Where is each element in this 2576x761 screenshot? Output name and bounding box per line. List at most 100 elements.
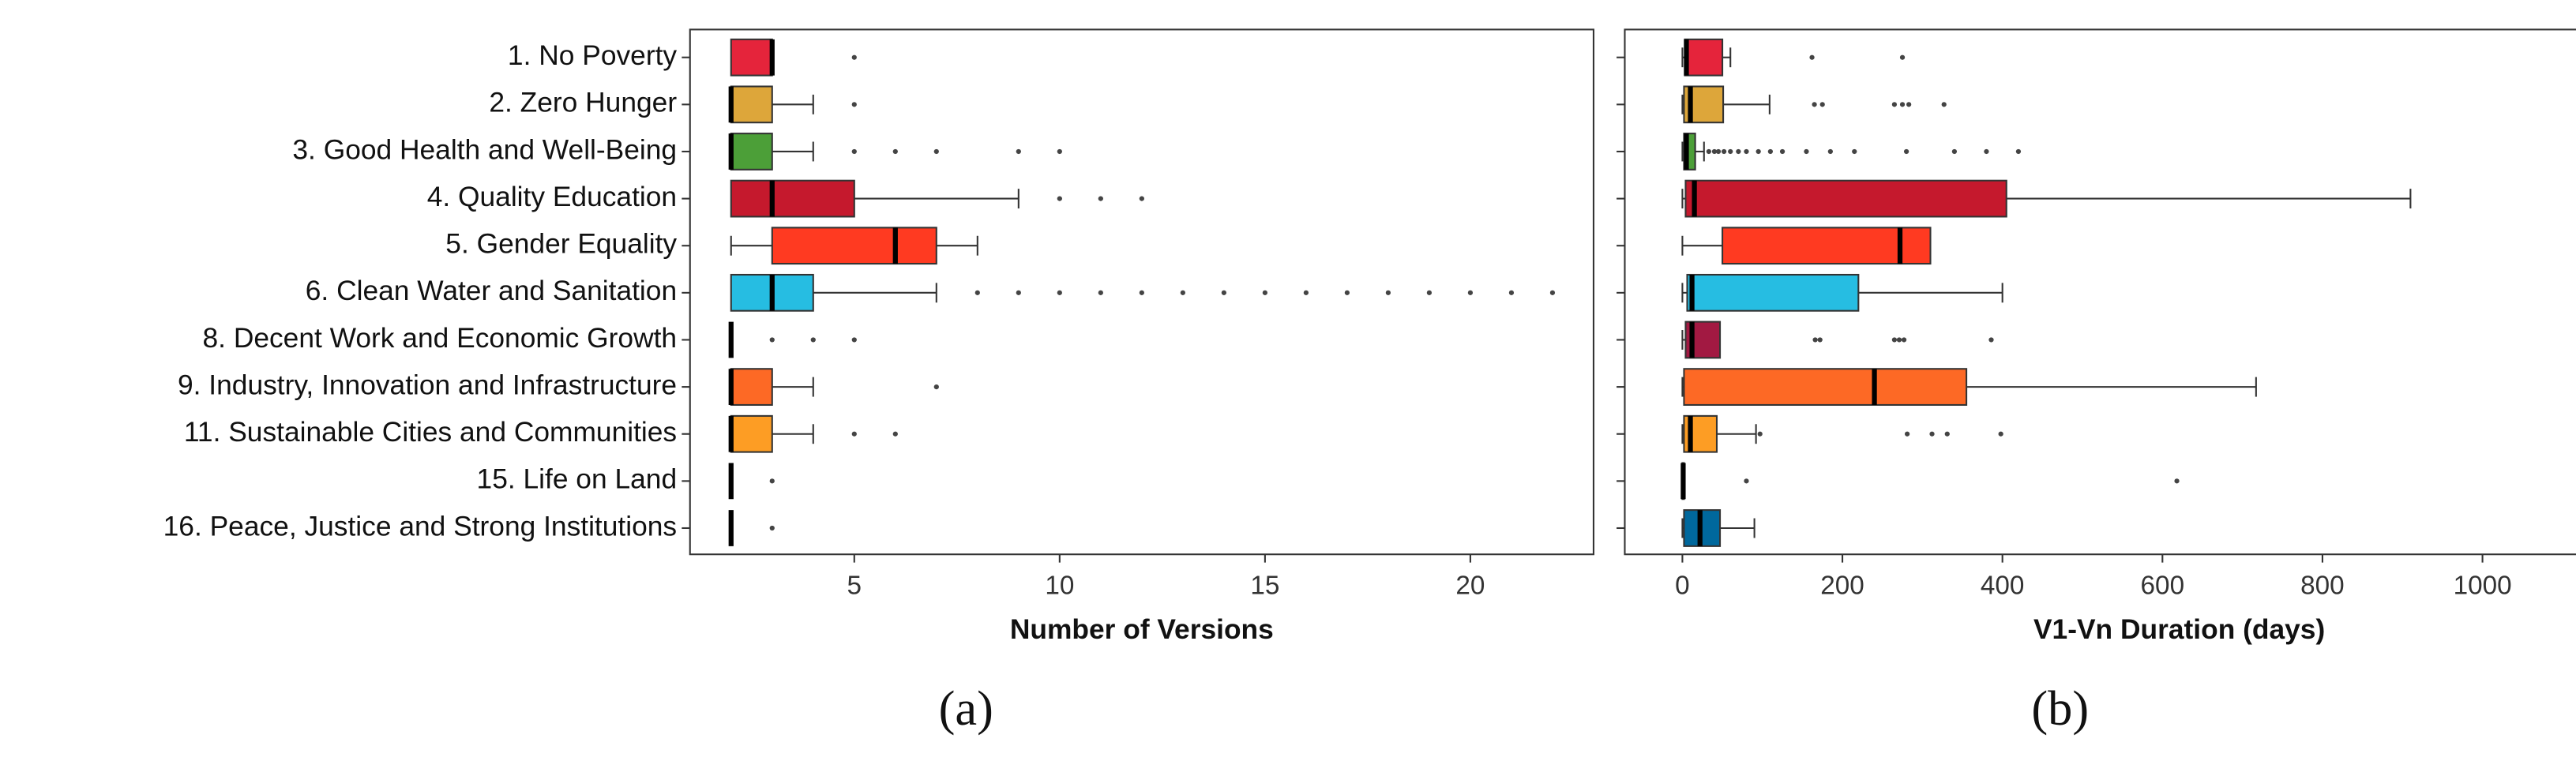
outlier xyxy=(851,54,857,60)
outlier xyxy=(1139,290,1144,295)
x-tick-label: 0 xyxy=(1675,572,1690,601)
outlier xyxy=(1385,290,1391,295)
category-label: 11. Sustainable Cities and Communities xyxy=(184,417,677,448)
outlier xyxy=(1057,196,1062,201)
outlier xyxy=(1221,290,1226,295)
outlier xyxy=(2174,478,2180,484)
category-label: 3. Good Health and Well-Being xyxy=(292,134,677,165)
x-tick-label: 10 xyxy=(1045,572,1074,601)
outlier xyxy=(851,431,857,437)
outlier xyxy=(1549,290,1556,295)
outlier xyxy=(1756,148,1761,155)
category-label: 9. Industry, Innovation and Infrastructu… xyxy=(178,369,677,400)
box xyxy=(730,179,855,218)
outlier xyxy=(851,102,857,107)
category-label: 6. Clean Water and Sanitation xyxy=(306,276,677,306)
box xyxy=(1683,368,1968,406)
outlier xyxy=(1426,290,1433,295)
outlier xyxy=(1057,148,1062,155)
outlier xyxy=(1706,148,1711,155)
box xyxy=(1684,179,2007,218)
outlier xyxy=(1467,290,1474,295)
outlier xyxy=(851,337,857,343)
outlier xyxy=(1804,148,1809,155)
outlier xyxy=(1812,102,1817,107)
outlier xyxy=(1819,102,1825,107)
outlier xyxy=(1896,337,1902,343)
outlier xyxy=(1736,148,1741,155)
x-axis-title: Number of Versions xyxy=(1010,614,1274,645)
outlier xyxy=(1891,102,1898,107)
outlier xyxy=(1728,148,1733,155)
outlier xyxy=(1812,337,1818,343)
outlier xyxy=(892,148,898,155)
outlier xyxy=(1016,290,1021,295)
category-label: 2. Zero Hunger xyxy=(489,88,677,118)
outlier xyxy=(810,337,816,343)
x-tick-label: 200 xyxy=(1820,572,1864,601)
outlier xyxy=(2015,148,2022,155)
box xyxy=(1722,227,1932,265)
outlier xyxy=(1757,431,1763,437)
category-label: 16. Peace, Justice and Strong Institutio… xyxy=(163,511,677,542)
panel-label: (b) xyxy=(2031,681,2089,736)
outlier xyxy=(1809,54,1815,60)
outlier xyxy=(1180,290,1185,295)
outlier xyxy=(974,290,980,295)
outlier xyxy=(1098,196,1103,201)
box xyxy=(1686,273,1860,312)
outlier xyxy=(1891,337,1898,343)
outlier xyxy=(1906,102,1912,107)
box xyxy=(730,85,773,124)
outlier xyxy=(1779,148,1786,155)
outlier xyxy=(1303,290,1309,295)
panel-label: (a) xyxy=(939,681,993,736)
outlier xyxy=(1711,148,1718,155)
x-tick-label: 800 xyxy=(2300,572,2345,601)
outlier xyxy=(1262,290,1267,295)
outlier xyxy=(1767,148,1773,155)
outlier xyxy=(1951,148,1958,155)
outlier xyxy=(769,337,775,343)
outlier xyxy=(1984,148,1989,155)
x-tick-label: 400 xyxy=(1981,572,2025,601)
x-tick-label: 5 xyxy=(847,572,862,601)
outlier xyxy=(769,478,775,484)
box xyxy=(1684,38,1724,77)
outlier xyxy=(1899,102,1906,107)
box xyxy=(730,368,773,406)
outlier xyxy=(1715,148,1722,155)
outlier xyxy=(1929,431,1935,437)
outlier xyxy=(769,525,775,531)
outlier xyxy=(1744,478,1749,484)
category-label: 4. Quality Education xyxy=(427,182,677,212)
x-tick-label: 20 xyxy=(1455,572,1485,601)
outlier xyxy=(1508,290,1515,295)
x-tick-label: 600 xyxy=(2141,572,2185,601)
box xyxy=(771,227,937,265)
x-axis-title: V1-Vn Duration (days) xyxy=(2033,614,2325,645)
outlier xyxy=(1998,431,2003,437)
outlier xyxy=(1852,148,1857,155)
outlier xyxy=(1903,148,1909,155)
outlier xyxy=(1721,148,1727,155)
outlier xyxy=(1098,290,1103,295)
outlier xyxy=(892,431,898,437)
category-label: 15. Life on Land xyxy=(477,464,678,495)
outlier xyxy=(1057,290,1062,295)
outlier xyxy=(1817,337,1823,343)
outlier xyxy=(1899,54,1906,60)
outlier xyxy=(1944,431,1950,437)
x-tick-label: 15 xyxy=(1250,572,1279,601)
outlier xyxy=(1344,290,1350,295)
outlier xyxy=(1016,148,1021,155)
category-label: 1. No Poverty xyxy=(508,40,678,71)
outlier xyxy=(1827,148,1833,155)
box xyxy=(730,38,773,77)
outlier xyxy=(1139,196,1144,201)
outlier xyxy=(1904,431,1910,437)
x-tick-label: 1000 xyxy=(2454,572,2512,601)
outlier xyxy=(933,384,939,390)
